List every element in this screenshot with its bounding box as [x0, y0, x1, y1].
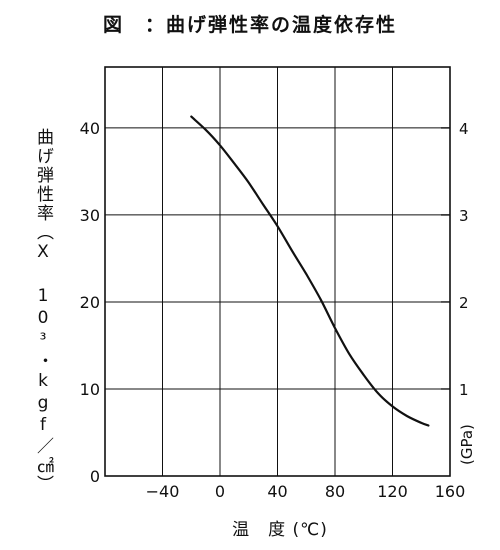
y-tick-label: 10 [80, 380, 100, 399]
y-axis-ticks: 0 10 20 30 40 [80, 119, 100, 486]
modulus-curve [190, 115, 430, 427]
x-tick-label: 40 [267, 482, 287, 501]
x-tick-label: 80 [325, 482, 345, 501]
x-tick-label: 120 [377, 482, 408, 501]
y2-axis-ticks: 1 2 3 4 [441, 120, 469, 399]
y2-tick-label: 3 [459, 207, 469, 225]
y-tick-label: 20 [80, 293, 100, 312]
x-tick-label: 0 [215, 482, 225, 501]
y2-tick-label: 1 [459, 381, 469, 399]
y2-axis-label: (GPa) [458, 424, 476, 466]
grid-lines [105, 67, 450, 476]
x-tick-label: 160 [435, 482, 466, 501]
x-tick-label: −40 [146, 482, 180, 501]
y-tick-label: 40 [80, 119, 100, 138]
y2-tick-label: 4 [459, 120, 469, 138]
y-tick-label: 0 [90, 467, 100, 486]
y2-tick-label: 2 [459, 294, 469, 312]
x-axis-label: 温 度 (℃) [232, 520, 328, 540]
y-axis-label: 曲げ弾性率（X 10³・kgf／㎠） [33, 128, 53, 494]
x-axis-ticks: −40 0 40 80 120 160 [146, 482, 466, 501]
chart-title: 図 ：曲げ弾性率の温度依存性 [102, 14, 397, 36]
y-tick-label: 30 [80, 206, 100, 225]
plot-frame [104, 66, 451, 477]
